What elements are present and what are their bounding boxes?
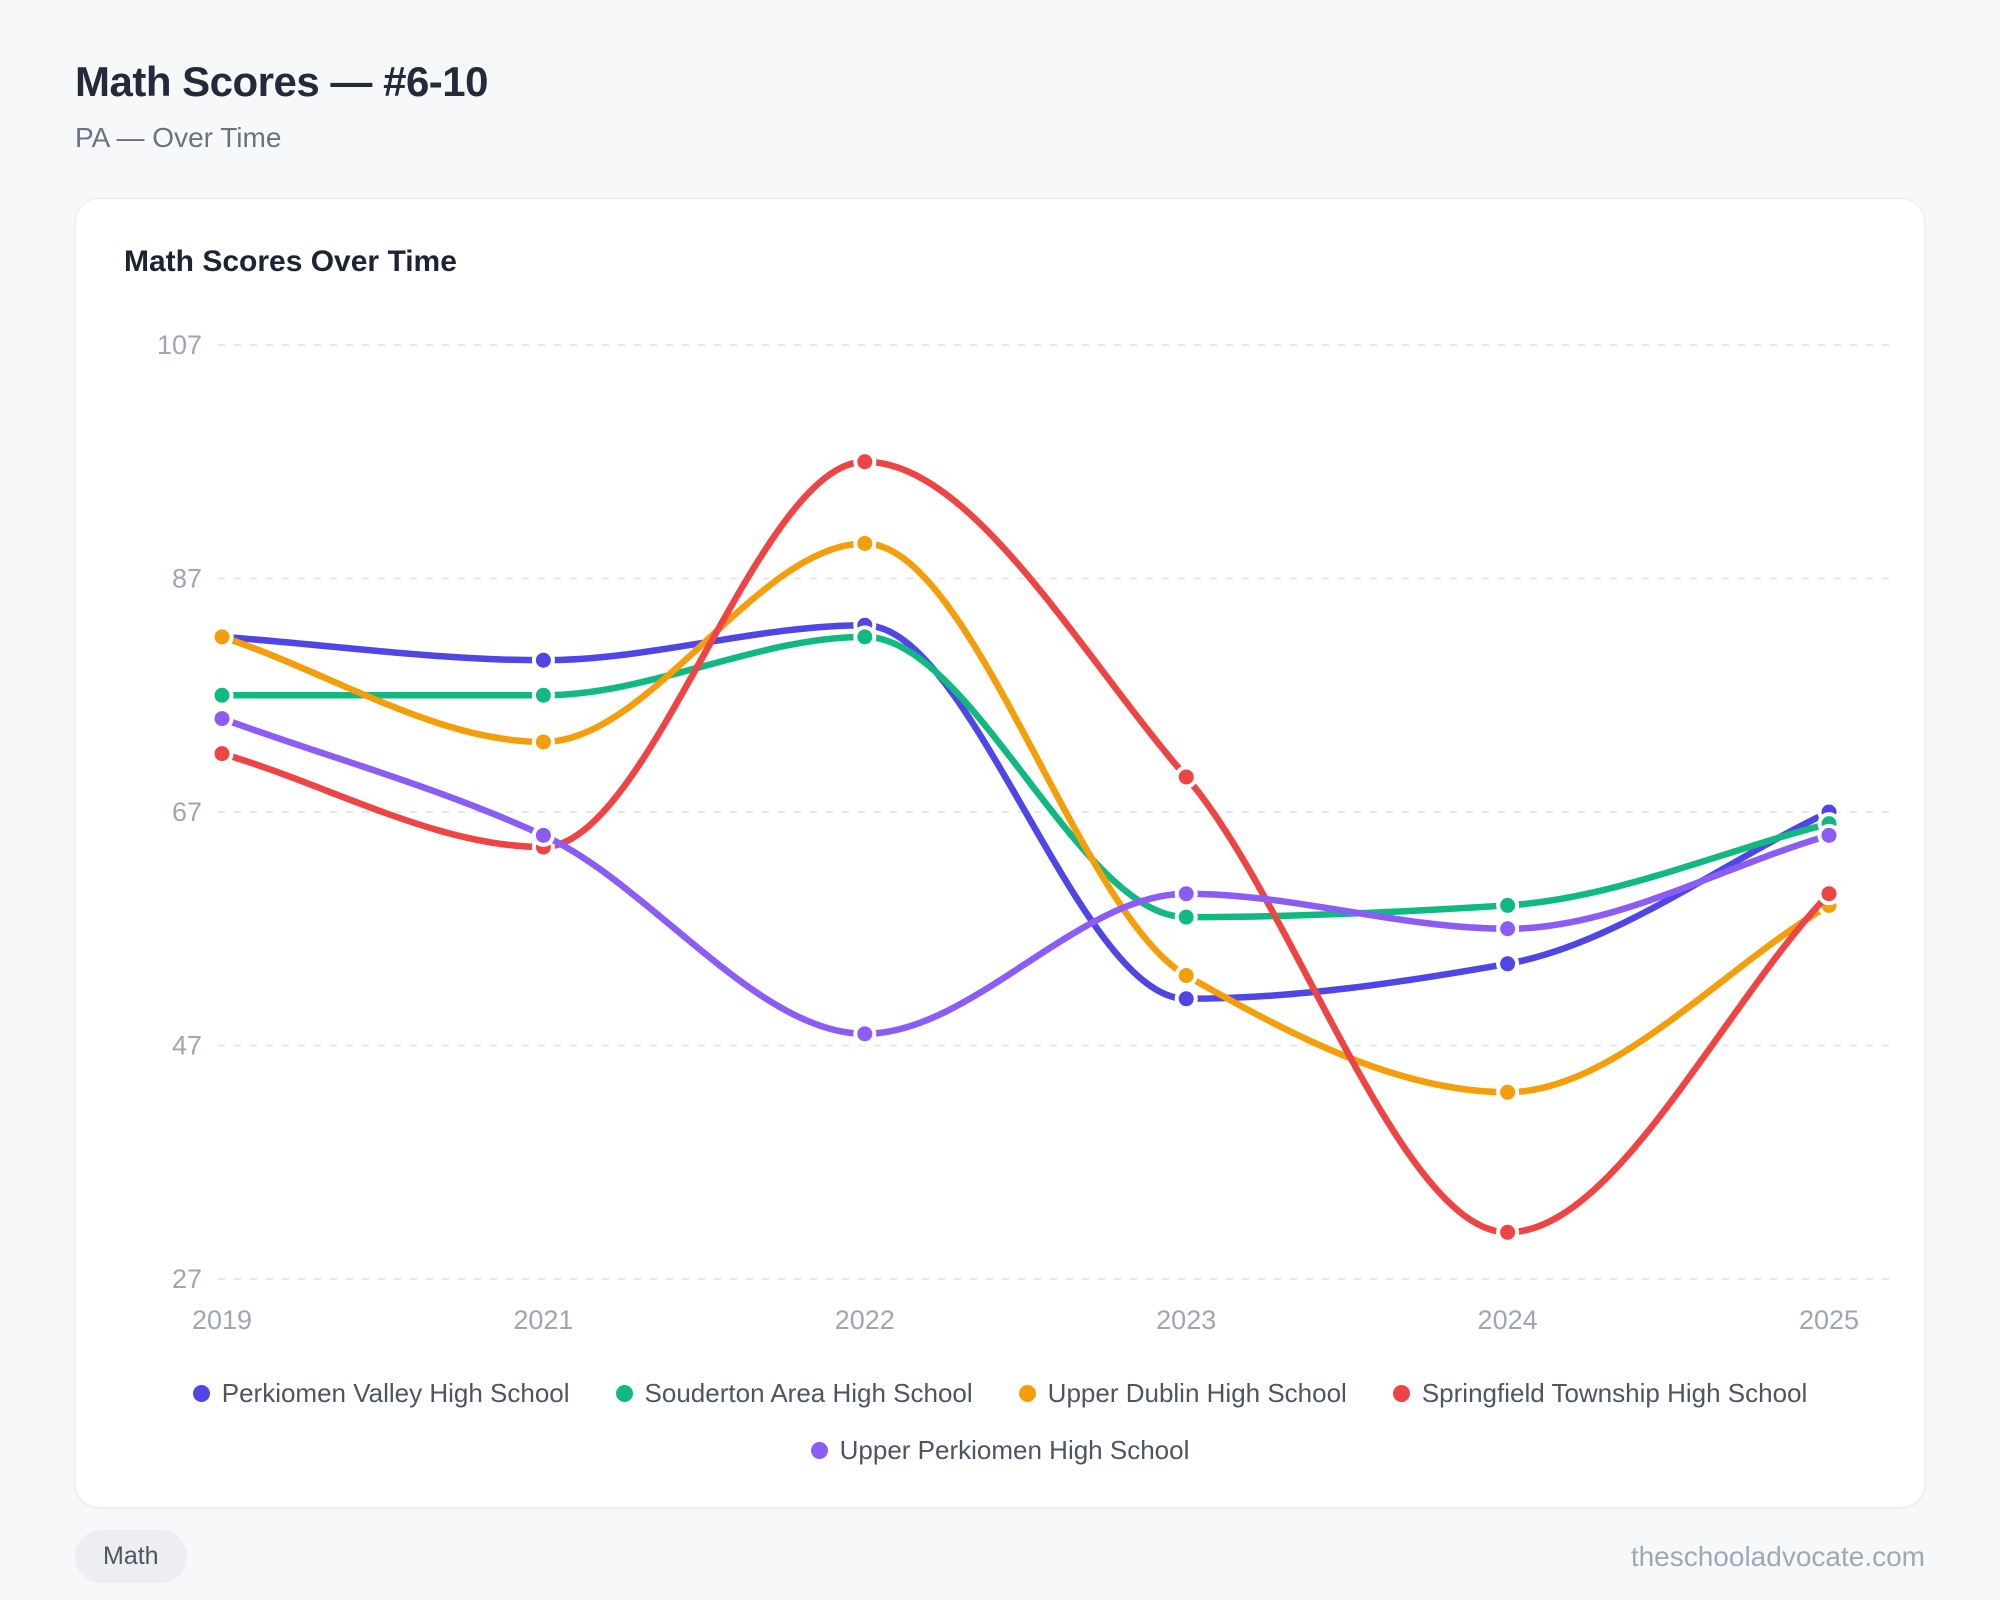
legend-item[interactable]: Upper Perkiomen High School bbox=[810, 1435, 1190, 1466]
series-line bbox=[218, 458, 1833, 1236]
data-point bbox=[531, 648, 555, 672]
data-point bbox=[1496, 893, 1520, 917]
data-point bbox=[1174, 905, 1198, 929]
y-tick-label: 67 bbox=[172, 797, 202, 827]
legend-color-dot-icon bbox=[192, 1385, 210, 1402]
website-label: theschooladvocate.com bbox=[1630, 1540, 1925, 1572]
data-point bbox=[210, 683, 234, 707]
legend-item[interactable]: Springfield Township High School bbox=[1392, 1378, 1808, 1409]
legend-color-dot-icon bbox=[615, 1385, 633, 1402]
x-tick-label: 2024 bbox=[1478, 1305, 1538, 1335]
chart-card: Math Scores Over Time 27 47 67 87 107 2019 202… bbox=[75, 198, 1925, 1508]
chart-legend: Perkiomen Valley High School Souderton Ar… bbox=[100, 1378, 1900, 1466]
y-tick-label: 87 bbox=[172, 564, 202, 594]
data-point bbox=[531, 823, 555, 847]
data-point bbox=[1817, 882, 1841, 906]
data-point bbox=[1174, 987, 1198, 1011]
data-point bbox=[1496, 1080, 1520, 1104]
page-title: Math Scores — #6-10 bbox=[75, 58, 489, 105]
data-point bbox=[210, 625, 234, 649]
data-point bbox=[853, 450, 877, 474]
series-line bbox=[218, 540, 1833, 1096]
data-point bbox=[1496, 917, 1520, 941]
x-tick-label: 2019 bbox=[192, 1305, 252, 1335]
data-point bbox=[853, 625, 877, 649]
y-tick-label: 27 bbox=[172, 1264, 202, 1294]
subject-tag-chip: Math bbox=[75, 1530, 187, 1583]
legend-label: Perkiomen Valley High School bbox=[221, 1378, 570, 1408]
chart-title: Math Scores Over Time bbox=[124, 245, 457, 278]
legend-label: Upper Perkiomen High School bbox=[839, 1435, 1190, 1465]
x-tick-label: 2022 bbox=[835, 1305, 895, 1335]
data-point bbox=[531, 730, 555, 754]
line-chart: 27 47 67 87 107 2019 2021 2022 2023 2024 2025 bbox=[157, 330, 1896, 1335]
data-point bbox=[1174, 963, 1198, 987]
data-point bbox=[210, 742, 234, 766]
page: Math Scores — #6-10 PA — Over Time Math … bbox=[75, 58, 1925, 1508]
x-tick-label: 2021 bbox=[513, 1305, 573, 1335]
legend-item[interactable]: Upper Dublin High School bbox=[1018, 1378, 1347, 1409]
x-tick-label: 2023 bbox=[1156, 1305, 1216, 1335]
data-point bbox=[853, 1022, 877, 1046]
data-point bbox=[1817, 823, 1841, 847]
data-point bbox=[1496, 952, 1520, 976]
series-line bbox=[218, 633, 1833, 921]
data-point bbox=[210, 707, 234, 731]
legend-color-dot-icon bbox=[1018, 1385, 1036, 1402]
legend-row: Upper Perkiomen High School bbox=[810, 1435, 1190, 1466]
page-subtitle: PA — Over Time bbox=[75, 122, 282, 153]
legend-item[interactable]: Perkiomen Valley High School bbox=[192, 1378, 570, 1409]
legend-label: Upper Dublin High School bbox=[1047, 1378, 1347, 1408]
legend-label: Springfield Township High School bbox=[1421, 1378, 1808, 1408]
legend-item[interactable]: Souderton Area High School bbox=[615, 1378, 973, 1409]
x-tick-label: 2025 bbox=[1799, 1305, 1859, 1335]
legend-color-dot-icon bbox=[810, 1442, 828, 1459]
data-point bbox=[1496, 1220, 1520, 1244]
data-point bbox=[1174, 765, 1198, 789]
data-point bbox=[853, 531, 877, 555]
y-tick-label: 47 bbox=[172, 1031, 202, 1061]
footer: Math theschooladvocate.com bbox=[0, 1530, 2000, 1583]
chart-area: 27 47 67 87 107 2019 2021 2022 2023 2024 2025 Perk… bbox=[100, 305, 1900, 1466]
data-point bbox=[531, 683, 555, 707]
y-tick-label: 107 bbox=[157, 330, 202, 360]
legend-row: Perkiomen Valley High School Souderton Ar… bbox=[192, 1378, 1808, 1409]
data-point bbox=[1174, 882, 1198, 906]
legend-color-dot-icon bbox=[1392, 1385, 1410, 1402]
series-line bbox=[218, 715, 1833, 1038]
legend-label: Souderton Area High School bbox=[644, 1378, 973, 1408]
